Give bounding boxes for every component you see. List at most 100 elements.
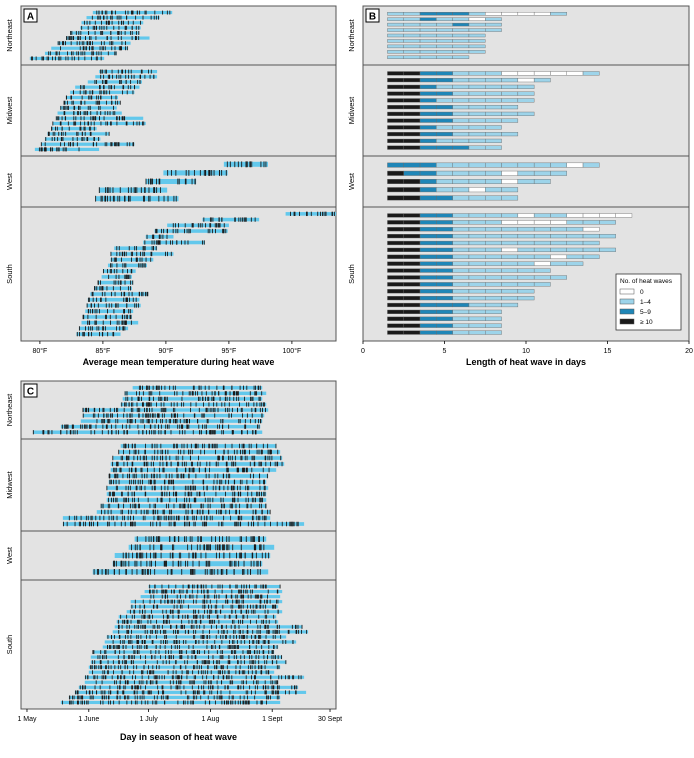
day-segment [436, 12, 453, 16]
legend-swatch [619, 308, 635, 315]
range-bar [99, 69, 158, 74]
day-segment [387, 44, 404, 49]
range-bar [74, 690, 307, 694]
day-segment [387, 28, 404, 32]
day-segment [485, 275, 502, 280]
day-segment [550, 12, 567, 16]
day-segment [436, 254, 453, 259]
day-segment [485, 309, 502, 314]
day-segment [387, 275, 404, 280]
tick-label: 90°F [158, 347, 173, 355]
day-segment [485, 98, 502, 103]
range-bar [128, 544, 275, 550]
day-segment [387, 261, 404, 266]
panel-b-length: B Northeast Midwest West South 0 5 10 15 20 Length… [347, 5, 693, 367]
range-bar [76, 332, 121, 336]
range-bar [101, 275, 132, 279]
day-segment [436, 195, 453, 201]
day-segment [501, 71, 519, 76]
day-segment [468, 302, 486, 308]
day-segment [403, 247, 421, 252]
day-segment [468, 84, 486, 89]
day-segment [501, 84, 519, 89]
day-segment [485, 91, 502, 96]
range-bar [80, 419, 263, 423]
day-segment [485, 111, 502, 116]
day-segment [501, 227, 519, 232]
region-label: Midwest [5, 470, 14, 498]
day-segment [468, 17, 486, 21]
day-segment [419, 268, 437, 273]
day-segment [403, 138, 421, 143]
day-segment [550, 162, 567, 168]
range-bar [78, 685, 299, 689]
axis-title: Average mean temperature during heat wav… [83, 357, 275, 367]
day-segment [452, 44, 470, 49]
range-bar [82, 408, 269, 412]
day-segment [419, 162, 437, 168]
range-bar [95, 196, 179, 202]
day-segment [452, 118, 470, 123]
day-segment [485, 240, 502, 246]
day-segment [452, 316, 470, 321]
day-segment [419, 145, 437, 150]
day-segment [517, 91, 535, 96]
day-segment [566, 162, 584, 168]
day-segment [517, 78, 535, 83]
day-segment [387, 302, 404, 308]
day-segment [550, 213, 567, 218]
day-segment [387, 234, 404, 239]
day-segment [452, 213, 470, 218]
day-segment [419, 302, 437, 308]
day-segment [403, 254, 421, 259]
day-segment [403, 195, 421, 201]
day-segment [566, 247, 584, 252]
day-segment [533, 268, 551, 273]
range-bar [92, 569, 269, 575]
day-segment [403, 268, 421, 273]
range-bar [95, 75, 158, 79]
day-segment [452, 240, 470, 246]
day-segment [566, 261, 584, 266]
range-bar [163, 170, 228, 176]
day-segment [468, 213, 486, 218]
day-segment [436, 105, 453, 110]
day-segment [533, 254, 551, 259]
day-segment [468, 111, 486, 116]
day-segment [419, 22, 437, 27]
tick-label: 10 [522, 348, 530, 355]
day-segment [419, 316, 437, 321]
panel-letter-box [23, 8, 38, 23]
panel-letter: A [27, 12, 34, 23]
day-segment [387, 33, 404, 38]
day-segment [387, 213, 404, 218]
day-segment [452, 125, 470, 130]
day-segment [468, 220, 486, 225]
day-segment [387, 162, 404, 168]
day-segment [533, 179, 551, 184]
day-segment [403, 105, 421, 110]
day-segment [387, 240, 404, 246]
day-segment [436, 55, 453, 59]
day-segment [517, 213, 535, 218]
day-segment [485, 234, 502, 239]
range-bar [66, 36, 150, 40]
day-segment [436, 33, 453, 38]
day-segment [468, 39, 486, 43]
day-segment [452, 17, 470, 21]
day-segment [485, 118, 502, 123]
day-segment [387, 179, 404, 184]
day-segment [419, 330, 437, 335]
day-segment [550, 227, 567, 232]
day-segment [533, 170, 551, 176]
day-segment [501, 268, 519, 273]
day-segment [452, 247, 470, 252]
day-segment [517, 220, 535, 225]
day-segment [387, 98, 404, 103]
day-segment [387, 105, 404, 110]
range-bar [70, 31, 140, 35]
day-segment [403, 234, 421, 239]
day-segment [419, 240, 437, 246]
day-segment [436, 309, 453, 314]
day-segment [485, 22, 502, 27]
